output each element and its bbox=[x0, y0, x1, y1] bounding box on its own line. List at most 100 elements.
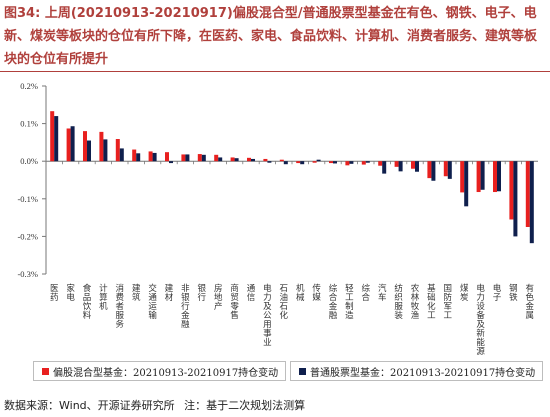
x-tick-label: 传媒 bbox=[312, 283, 321, 303]
x-tick-label: 汽车 bbox=[378, 283, 387, 303]
y-tick-label: 0.2% bbox=[20, 81, 38, 91]
bar-series-b bbox=[70, 126, 75, 162]
bar-series-a bbox=[148, 151, 153, 162]
x-tick-label: 钢铁 bbox=[509, 283, 518, 303]
y-tick-label: -0.2% bbox=[17, 231, 38, 241]
y-tick-label: -0.1% bbox=[17, 194, 38, 204]
bar-series-b bbox=[185, 154, 190, 162]
legend-label-series-b: 普通股票型基金：20210913-20210917持仓变动 bbox=[310, 367, 536, 379]
x-tick-label: 医药 bbox=[50, 284, 59, 303]
bar-series-a bbox=[230, 157, 235, 162]
bar-series-a bbox=[66, 128, 71, 162]
x-tick-label: 房地产 bbox=[214, 283, 223, 312]
bar-series-a bbox=[115, 139, 120, 162]
y-tick-label: 0.0% bbox=[20, 156, 38, 166]
category-label-layer: 医药家电食品饮料计算机消费者服务建筑交通运输建材非银行金融银行房地产商贸零售通信… bbox=[50, 283, 535, 357]
x-tick-label: 电子 bbox=[493, 283, 502, 303]
bar-series-a bbox=[181, 154, 186, 162]
bar-series-a bbox=[197, 154, 202, 162]
note-text: 注：基于二次规划法测算 bbox=[184, 399, 306, 412]
bar-series-b bbox=[169, 161, 173, 164]
bar-series-a bbox=[394, 161, 399, 167]
bar-series-a bbox=[443, 161, 448, 177]
bar-series-b bbox=[480, 161, 485, 190]
bar-series-a bbox=[427, 161, 432, 179]
bar-series-b bbox=[415, 161, 419, 172]
bar-series-a bbox=[411, 161, 415, 169]
title-divider bbox=[0, 71, 550, 72]
bar-series-a bbox=[83, 131, 87, 162]
bar-series-a bbox=[378, 161, 383, 166]
bar-series-b bbox=[497, 161, 501, 192]
bar-series-a bbox=[329, 161, 333, 164]
bar-series-b bbox=[54, 116, 59, 162]
bar-series-a bbox=[493, 161, 497, 193]
bar-series-a bbox=[476, 161, 481, 193]
bar-series-b bbox=[267, 161, 272, 163]
x-tick-label: 建筑 bbox=[132, 283, 141, 303]
legend-swatch-series-a bbox=[42, 367, 49, 375]
bar-series-b bbox=[136, 153, 141, 162]
bar-chart: 0.2% 0.1% 0.0% -0.1% -0.2% -0.3% 医药家电食品饮料计算机消… bbox=[17, 81, 538, 357]
legend-label-series-a: 偏股混合型基金：20210913-20210917持仓变动 bbox=[53, 367, 279, 379]
bar-series-b bbox=[513, 161, 518, 237]
chart-title: 图34: 上周(20210913-20210917)偏股混合型/普通股票型基金在… bbox=[4, 6, 538, 67]
bar-series-b bbox=[283, 161, 288, 165]
bar-series-b bbox=[382, 161, 387, 174]
bar-series-b bbox=[251, 158, 255, 162]
x-tick-label: 有色金属 bbox=[526, 283, 535, 321]
x-tick-label: 石油石化 bbox=[280, 284, 289, 321]
bar-series-a bbox=[263, 158, 268, 162]
x-tick-label: 消费者服务 bbox=[116, 283, 125, 330]
x-tick-label: 轻工制造 bbox=[345, 283, 354, 321]
x-tick-label: 电力设备及新能源 bbox=[476, 283, 485, 357]
bar-series-b bbox=[398, 161, 403, 172]
bar-series-b bbox=[300, 161, 305, 165]
bar-series-a bbox=[247, 157, 251, 162]
bar-series-a bbox=[279, 159, 284, 162]
bar-series-a bbox=[525, 161, 530, 227]
bar-series-b bbox=[349, 161, 354, 164]
bar-series-b bbox=[316, 159, 321, 162]
x-tick-label: 综合金融 bbox=[329, 283, 338, 321]
legend-item-series-b: 普通股票型基金：20210913-20210917持仓变动 bbox=[290, 361, 543, 381]
x-tick-label: 商贸零售 bbox=[230, 283, 239, 321]
x-tick-label: 计算机 bbox=[99, 283, 108, 312]
bar-series-b bbox=[447, 161, 452, 179]
bar-series-a bbox=[361, 161, 366, 165]
bar-series-b bbox=[529, 161, 534, 244]
bar-series-b bbox=[103, 139, 108, 162]
source-text: 数据来源：Wind、开源证券研究所 bbox=[4, 399, 175, 412]
bar-series-a bbox=[312, 161, 317, 163]
bar-series-b bbox=[152, 152, 157, 162]
bar-series-b bbox=[119, 148, 124, 162]
x-tick-label: 综合 bbox=[362, 283, 371, 303]
bar-series-a bbox=[214, 154, 219, 162]
bar-series-b bbox=[218, 157, 223, 162]
x-tick-label: 银行 bbox=[198, 283, 207, 303]
x-tick-label: 基础化工 bbox=[427, 283, 436, 321]
bar-series-b bbox=[333, 161, 337, 164]
x-tick-label: 家电 bbox=[66, 283, 75, 303]
x-tick-label: 煤炭 bbox=[460, 283, 469, 303]
x-tick-label: 交通运输 bbox=[148, 283, 157, 321]
bar-series-b bbox=[464, 161, 469, 207]
bar-series-b bbox=[201, 154, 206, 162]
bar-series-b bbox=[365, 161, 370, 163]
bar-series-a bbox=[460, 161, 465, 193]
bar-series-a bbox=[50, 111, 55, 162]
x-tick-label: 食品饮料 bbox=[83, 283, 92, 321]
y-tick-label: -0.3% bbox=[17, 269, 38, 279]
x-tick-label: 纺织服装 bbox=[394, 283, 403, 321]
x-tick-label: 非银行金融 bbox=[181, 283, 190, 330]
legend-item-series-a: 偏股混合型基金：20210913-20210917持仓变动 bbox=[33, 361, 286, 381]
x-tick-label: 国防军工 bbox=[444, 284, 453, 321]
legend-swatch-series-b bbox=[299, 367, 306, 375]
bar-series-a bbox=[132, 149, 137, 162]
bar-series-a bbox=[509, 161, 514, 220]
x-tick-label: 农林牧渔 bbox=[411, 283, 420, 321]
y-tick-label: 0.1% bbox=[20, 119, 38, 129]
bar-series-b bbox=[234, 158, 239, 162]
bar-series-a bbox=[99, 131, 104, 162]
x-tick-label: 通信 bbox=[247, 283, 256, 303]
